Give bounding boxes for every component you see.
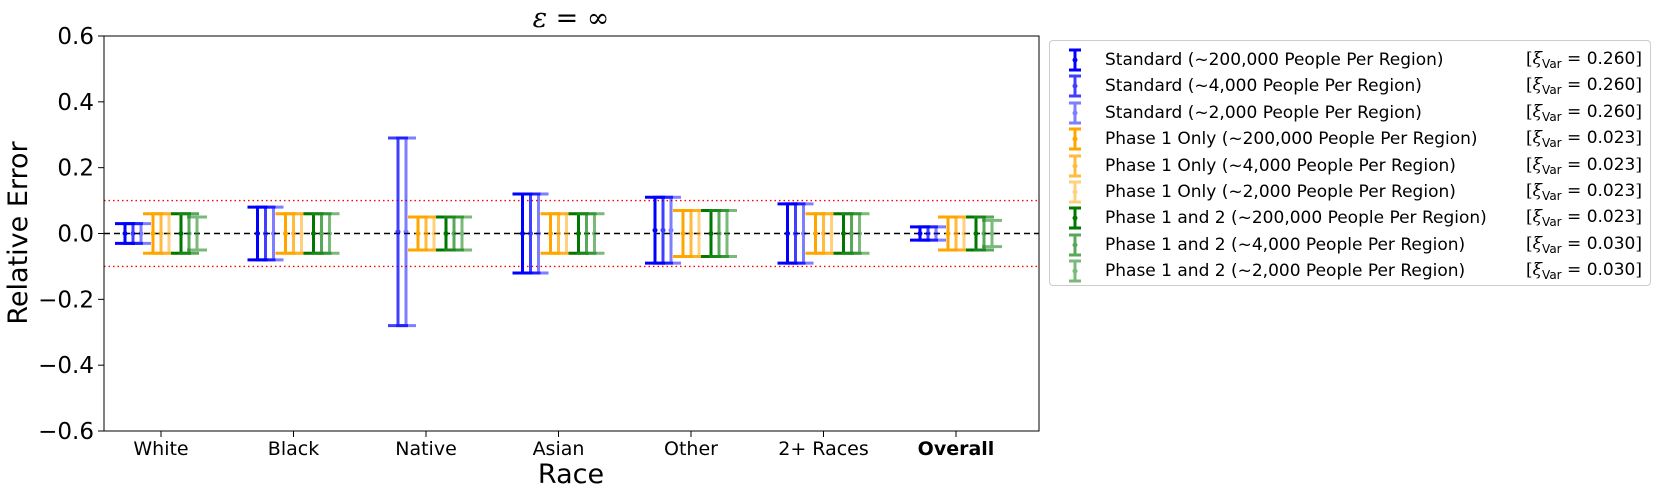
legend-label: Phase 1 Only (~2,000 People Per Region) bbox=[1105, 182, 1456, 202]
x-axis-ticks: White Black Native Asian Other 2+ Races Overal… bbox=[133, 431, 994, 460]
error-bar bbox=[179, 212, 199, 255]
legend-xi-value: [ξVar = 0.023] bbox=[1526, 181, 1642, 203]
legend-item: Standard (~200,000 People Per Region) [ξV… bbox=[1050, 47, 1650, 73]
legend-errorbar-icon bbox=[1069, 101, 1081, 125]
y-tick-label: −0.2 bbox=[38, 287, 94, 313]
legend-label: Phase 1 Only (~200,000 People Per Region… bbox=[1105, 129, 1478, 150]
x-axis-label: Race bbox=[538, 459, 604, 490]
x-tick-label: Overall bbox=[918, 438, 995, 460]
y-tick-label: 0.6 bbox=[57, 24, 94, 50]
legend-label: Phase 1 and 2 (~200,000 People Per Regio… bbox=[1105, 208, 1487, 229]
legend-item: Phase 1 Only (~200,000 People Per Region… bbox=[1050, 126, 1650, 152]
legend-label: Standard (~200,000 People Per Region) bbox=[1105, 50, 1444, 70]
y-tick-label: 0.2 bbox=[57, 156, 94, 182]
legend-xi-value: [ξVar = 0.030] bbox=[1526, 233, 1642, 256]
legend-errorbar-icon bbox=[1069, 48, 1081, 72]
x-tick-label: Black bbox=[268, 438, 319, 460]
legend-xi-value: [ξVar = 0.023] bbox=[1526, 128, 1642, 151]
reference-lines bbox=[104, 199, 1039, 268]
legend-label: Standard (~2,000 People Per Region) bbox=[1105, 102, 1422, 123]
error-bar bbox=[396, 136, 416, 328]
error-bar bbox=[187, 215, 207, 252]
legend-label: Standard (~4,000 People Per Region) bbox=[1105, 76, 1422, 97]
error-bar bbox=[793, 202, 814, 265]
y-tick-label: −0.4 bbox=[38, 353, 94, 379]
error-bar bbox=[661, 195, 681, 265]
y-tick-label: 0.0 bbox=[57, 222, 94, 248]
chart-title: ε = ∞ bbox=[533, 3, 610, 34]
legend-xi-value: [ξVar = 0.260] bbox=[1526, 101, 1642, 124]
error-bar bbox=[528, 192, 549, 275]
y-axis-ticks: −0.6 −0.4 −0.2 0.0 0.2 0.4 0.6 bbox=[38, 24, 104, 445]
legend-errorbar-icon bbox=[1069, 259, 1081, 283]
legend-item: Standard (~2,000 People Per Region) [ξVar… bbox=[1050, 100, 1650, 126]
x-tick-label: 2+ Races bbox=[778, 438, 869, 460]
error-bar bbox=[452, 215, 472, 252]
legend-label: Phase 1 and 2 (~2,000 People Per Region) bbox=[1105, 261, 1466, 282]
legend-item: Phase 1 and 2 (~4,000 People Per Region)… bbox=[1050, 232, 1650, 258]
legend-xi-value: [ξVar = 0.023] bbox=[1526, 154, 1642, 177]
legend-label: Phase 1 and 2 (~4,000 People Per Region) bbox=[1105, 234, 1466, 255]
x-tick-label: Asian bbox=[533, 438, 585, 460]
legend-errorbar-icon bbox=[1069, 180, 1081, 204]
legend-errorbar-icon bbox=[1069, 154, 1081, 178]
legend-item: Phase 1 and 2 (~200,000 People Per Regio… bbox=[1050, 205, 1650, 231]
error-bar bbox=[319, 212, 340, 255]
legend-errorbar-icon bbox=[1069, 233, 1081, 257]
error-bar bbox=[974, 215, 994, 252]
legend: Standard (~200,000 People Per Region) [ξV… bbox=[1049, 40, 1651, 286]
error-bar bbox=[982, 218, 1002, 249]
y-tick-label: −0.6 bbox=[38, 419, 94, 445]
error-bar bbox=[584, 212, 605, 255]
legend-item: Phase 1 Only (~2,000 People Per Region) [… bbox=[1050, 179, 1650, 205]
x-tick-label: Other bbox=[664, 438, 718, 460]
error-bar bbox=[717, 208, 737, 259]
error-bar bbox=[131, 222, 151, 245]
legend-xi-value: [ξVar = 0.030] bbox=[1526, 260, 1642, 283]
error-bars bbox=[115, 136, 1002, 328]
x-tick-label: White bbox=[133, 438, 188, 460]
error-bar bbox=[926, 225, 946, 242]
legend-item: Phase 1 and 2 (~2,000 People Per Region)… bbox=[1050, 258, 1650, 284]
legend-errorbar-icon bbox=[1069, 206, 1081, 230]
y-axis-label: Relative Error bbox=[3, 140, 34, 324]
error-bar bbox=[849, 212, 870, 255]
legend-item: Standard (~4,000 People Per Region) [ξVar… bbox=[1050, 73, 1650, 99]
legend-label: Phase 1 Only (~4,000 People Per Region) bbox=[1105, 155, 1456, 176]
legend-xi-value: [ξVar = 0.260] bbox=[1526, 49, 1642, 71]
legend-xi-value: [ξVar = 0.260] bbox=[1526, 75, 1642, 98]
legend-errorbar-icon bbox=[1069, 127, 1081, 151]
error-bar bbox=[263, 205, 284, 262]
legend-xi-value: [ξVar = 0.023] bbox=[1526, 207, 1642, 230]
legend-item: Phase 1 Only (~4,000 People Per Region) [… bbox=[1050, 153, 1650, 179]
legend-errorbar-icon bbox=[1069, 74, 1081, 98]
x-tick-label: Native bbox=[395, 438, 457, 460]
y-tick-label: 0.4 bbox=[57, 90, 94, 116]
